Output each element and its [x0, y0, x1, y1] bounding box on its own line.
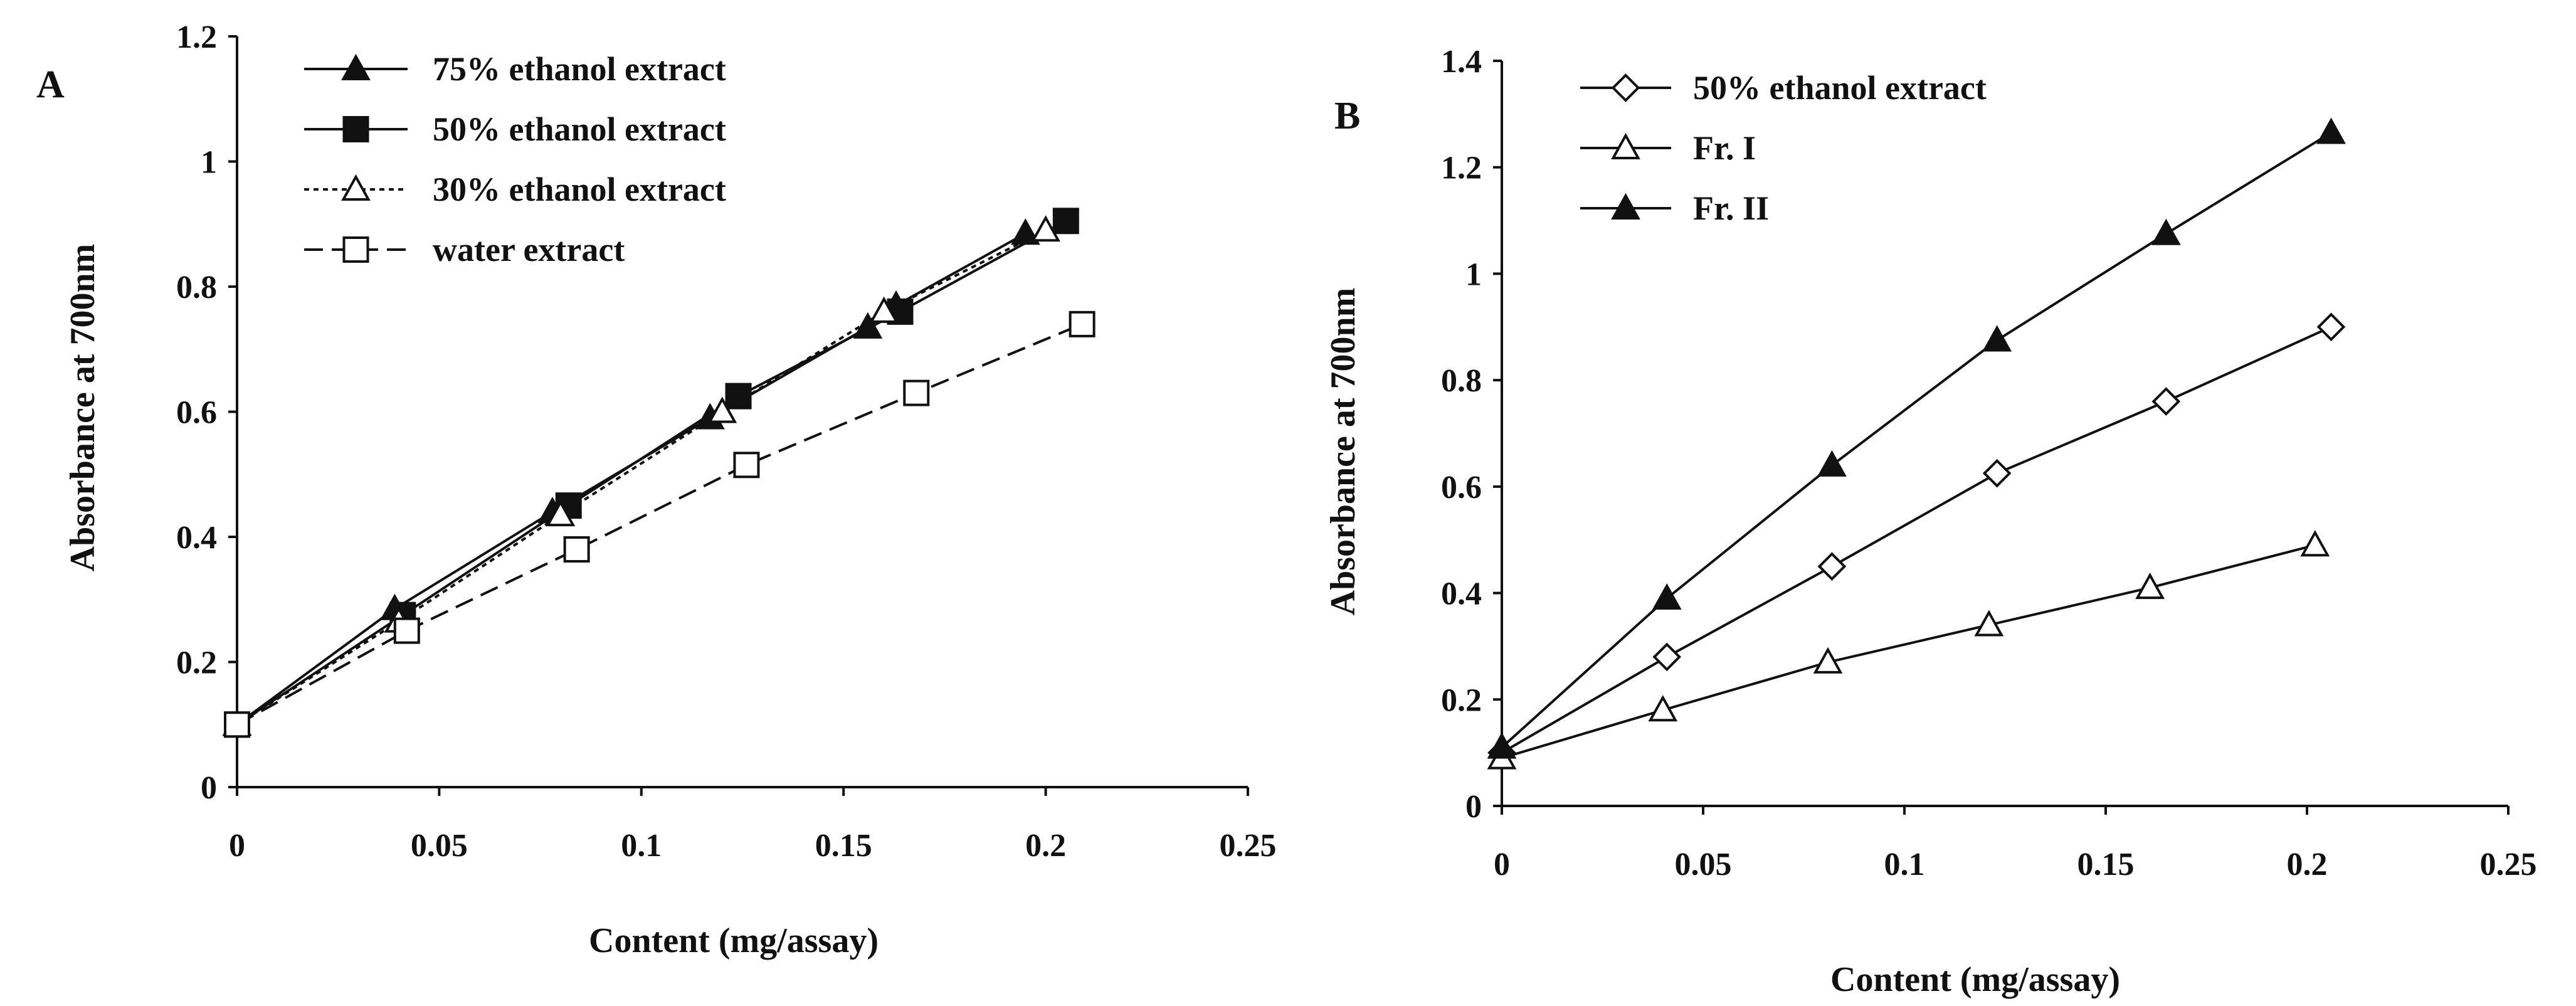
x-tick-label: 0.2 — [1025, 828, 1066, 864]
y-tick-label: 0 — [1465, 789, 1482, 825]
y-tick-label: 0.2 — [1441, 682, 1482, 718]
legend-marker — [1611, 132, 1640, 159]
legend-label: 50% ethanol extract — [433, 110, 726, 148]
y-tick-label: 0.8 — [176, 270, 217, 305]
x-tick-label: 0.25 — [1220, 828, 1277, 864]
data-point — [2151, 387, 2181, 416]
data-point — [546, 499, 576, 527]
y-tick-label: 1.2 — [1441, 151, 1482, 186]
legend-label: Fr. II — [1693, 189, 1769, 227]
data-point — [1813, 647, 1843, 674]
data-point — [1031, 215, 1060, 242]
legend-label: 50% ethanol extract — [1693, 69, 1987, 107]
data-point — [393, 617, 420, 644]
data-point — [903, 379, 930, 406]
legend-marker — [1611, 73, 1640, 102]
data-point — [869, 296, 899, 323]
legend-label: Fr. I — [1693, 129, 1756, 167]
x-tick-label: 0.1 — [621, 828, 662, 864]
x-tick-label: 0 — [229, 828, 245, 864]
x-tick-label: 0.15 — [815, 828, 872, 864]
x-tick-label: 0.2 — [2287, 847, 2328, 882]
data-point — [1652, 642, 1682, 672]
legend-item: 75% ethanol extract — [304, 50, 726, 88]
series-line-a-3 — [236, 323, 1083, 726]
y-axis-title-a: Absorbance at 700nm — [63, 244, 102, 572]
legend-marker — [342, 116, 369, 142]
x-tick-label: 0 — [1494, 847, 1510, 882]
chart-panel-b: B Absorbance at 700nm Content (mg/assay)… — [1324, 44, 2537, 999]
y-tick-label: 0.2 — [176, 645, 217, 681]
series-line-b-0 — [1501, 326, 2332, 754]
data-point — [707, 396, 737, 423]
y-tick-label: 0.8 — [1441, 363, 1482, 399]
y-axis-title-b: Absorbance at 700nm — [1324, 288, 1363, 616]
data-point — [1982, 325, 2012, 352]
legend-marker — [1611, 193, 1640, 220]
series-line-b-1 — [1501, 544, 2316, 760]
legend-label: water extract — [433, 231, 625, 268]
data-point — [563, 536, 590, 563]
panel-label-a: A — [36, 63, 65, 106]
x-tick-label: 0.15 — [2077, 847, 2135, 882]
legend-item: 30% ethanol extract — [304, 171, 726, 208]
legend-item: 50% ethanol extract — [304, 110, 726, 148]
y-tick-label: 1.4 — [1441, 44, 1482, 80]
data-point — [1648, 695, 1678, 722]
y-tick-label: 0.4 — [1441, 576, 1482, 612]
legend-label: 75% ethanol extract — [433, 50, 726, 88]
data-point — [1052, 208, 1079, 235]
legend-item: Fr. I — [1580, 129, 1756, 167]
legend-a: 75% ethanol extract 50% ethanol extract 30… — [304, 50, 726, 268]
y-tick-label: 0.6 — [1441, 470, 1482, 506]
legend-label: 30% ethanol extract — [433, 171, 726, 208]
data-point — [1974, 610, 2004, 637]
data-point — [2316, 117, 2346, 144]
legend-item: 50% ethanol extract — [1580, 69, 1987, 107]
y-tick-label: 0.6 — [176, 395, 217, 431]
data-point — [1487, 732, 1517, 759]
y-tick-label: 0.4 — [176, 520, 217, 556]
x-tick-label: 0.25 — [2480, 847, 2537, 882]
data-point — [1652, 583, 1682, 610]
series-line-a-2 — [236, 229, 1047, 726]
panel-label-b: B — [1334, 95, 1360, 137]
y-tick-label: 1 — [201, 145, 217, 181]
x-axis-title-b: Content (mg/assay) — [1830, 960, 2120, 999]
data-point — [1817, 552, 1847, 581]
data-point — [224, 711, 250, 738]
data-point — [2151, 218, 2181, 245]
y-tick-label: 0 — [201, 770, 217, 806]
series-line-b-2 — [1501, 131, 2332, 749]
data-point — [1817, 450, 1847, 477]
data-point — [1982, 458, 2012, 488]
legend-item: water extract — [304, 231, 625, 268]
data-point — [2316, 312, 2346, 342]
chart-panel-a: A Absorbance at 700nm Content (mg/assay)… — [36, 19, 1277, 960]
x-tick-label: 0.1 — [1884, 847, 1925, 882]
legend-marker — [342, 236, 369, 263]
data-point — [1069, 310, 1095, 337]
data-point — [733, 452, 760, 479]
y-tick-label: 1.2 — [176, 19, 217, 55]
y-tick-label: 1 — [1465, 257, 1482, 292]
data-point — [2135, 572, 2165, 600]
x-tick-label: 0.05 — [1675, 847, 1732, 882]
legend-item: Fr. II — [1580, 189, 1769, 227]
legend-marker — [341, 174, 371, 201]
x-tick-label: 0.05 — [411, 828, 468, 864]
x-axis-title-a: Content (mg/assay) — [589, 921, 879, 960]
series-line-a-1 — [236, 220, 1067, 726]
legend-b: 50% ethanol extract Fr. I Fr. II — [1580, 69, 1987, 227]
data-point — [2300, 530, 2330, 557]
legend-marker — [341, 53, 371, 80]
